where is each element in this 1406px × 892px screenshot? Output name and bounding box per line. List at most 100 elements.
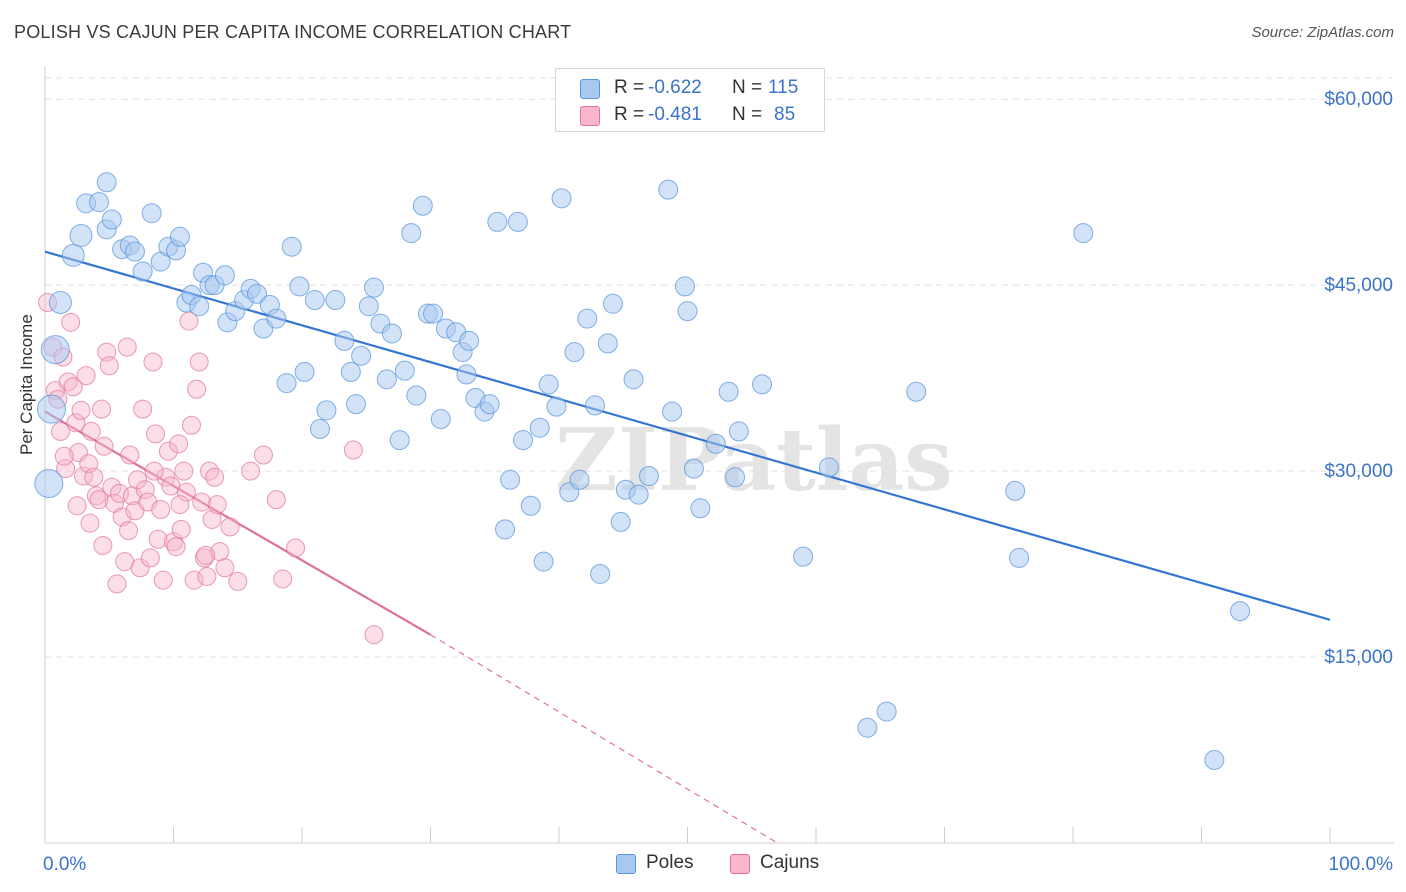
poles-point	[529, 417, 550, 438]
cajuns-point	[164, 532, 183, 552]
cajuns-point	[67, 496, 87, 516]
poles-point	[34, 468, 64, 498]
axes	[44, 66, 1394, 844]
grid-lines	[45, 77, 1394, 658]
cajuns-point	[181, 415, 201, 435]
poles-point	[623, 369, 644, 390]
poles-point	[247, 283, 268, 304]
trend-lines	[44, 250, 1331, 844]
poles-point	[40, 335, 70, 365]
poles-point	[569, 469, 590, 490]
poles-point	[363, 277, 384, 298]
poles-point	[674, 276, 695, 297]
poles-point	[487, 211, 508, 232]
poles-point	[412, 195, 433, 216]
legend-n-value: 115	[768, 77, 799, 98]
poles-point	[628, 484, 649, 505]
cajuns-point	[81, 421, 101, 441]
poles-trend-line	[44, 250, 1331, 621]
poles-point	[602, 293, 623, 314]
poles-point	[538, 374, 559, 395]
cajuns-point	[71, 400, 91, 420]
cajuns-point	[144, 461, 164, 481]
legend-n-label: N =	[732, 77, 763, 98]
bottom-legend-swatch-cajuns	[730, 854, 750, 874]
chart-title: POLISH VS CAJUN PER CAPITA INCOME CORREL…	[14, 22, 572, 42]
cajuns-point	[215, 558, 235, 578]
cajuns-trend-extension	[430, 634, 778, 844]
poles-point	[325, 290, 346, 311]
cajuns-point	[184, 570, 204, 590]
cajuns-point	[170, 495, 190, 515]
cajuns-point	[266, 490, 286, 510]
cajuns-point	[192, 492, 212, 512]
poles-point	[389, 430, 410, 451]
cajuns-point	[253, 445, 273, 465]
cajuns-point	[92, 399, 112, 419]
poles-point	[406, 385, 427, 406]
poles-point	[551, 188, 572, 209]
poles-point	[266, 308, 287, 329]
y-tick-label: $60,000	[1324, 89, 1393, 110]
cajuns-point	[273, 569, 293, 589]
watermark-text: ZIPatlas	[555, 410, 953, 511]
cajuns-point	[102, 477, 122, 497]
cajuns-point	[197, 566, 217, 586]
cajuns-point	[50, 421, 70, 441]
cajuns-point	[54, 446, 74, 466]
cajuns-point	[135, 480, 155, 500]
cajuns-point	[286, 538, 306, 558]
poles-point	[430, 409, 451, 430]
cajuns-point	[128, 470, 148, 490]
x-tick-label: 0.0%	[43, 854, 86, 875]
poles-point	[718, 381, 739, 402]
poles-point	[358, 296, 379, 317]
poles-point	[662, 401, 683, 422]
cajuns-point	[153, 570, 173, 590]
poles-point	[597, 333, 618, 354]
cajuns-point	[107, 574, 127, 594]
y-tick-label: $30,000	[1324, 461, 1393, 482]
poles-point	[169, 226, 190, 247]
poles-point	[61, 243, 85, 267]
cajuns-point	[143, 352, 163, 372]
cajuns-point	[76, 366, 96, 386]
cajuns-point	[119, 521, 139, 541]
y-tick-labels: $15,000 $30,000 $45,000 $60,000	[1324, 89, 1393, 668]
poles-point	[1230, 601, 1251, 622]
cajuns-point	[56, 459, 76, 479]
legend-n-value: 85	[774, 104, 796, 125]
legend-r-label: R =	[614, 77, 645, 98]
poles-point	[638, 466, 659, 487]
poles-point	[101, 209, 122, 230]
poles-point	[705, 433, 726, 454]
watermark: ZIPatlas	[555, 410, 953, 511]
poles-point	[316, 400, 337, 421]
cajuns-point	[196, 545, 216, 565]
cajuns-point	[130, 558, 150, 578]
poles-point	[857, 717, 878, 738]
poles-point	[728, 421, 749, 442]
poles-point	[546, 396, 567, 417]
cajuns-point	[158, 441, 178, 461]
poles-point	[189, 296, 210, 317]
poles-point	[906, 381, 927, 402]
poles-point	[479, 394, 500, 415]
cajuns-point	[80, 513, 100, 533]
y-tick-label: $15,000	[1324, 647, 1393, 668]
legend-row-poles: R = -0.622 N = 115	[556, 75, 824, 101]
poles-point	[876, 701, 897, 722]
poles-point	[513, 430, 534, 451]
legend-row-cajuns: R = -0.481 N = 85	[556, 102, 824, 128]
correlation-legend: R = -0.622 N = 115 R = -0.481 N = 85	[555, 68, 825, 132]
cajuns-point	[169, 434, 189, 454]
source-label: Source: ZipAtlas.com	[1251, 24, 1394, 41]
cajuns-point	[146, 424, 166, 444]
poles-point	[309, 418, 330, 439]
cajuns-point	[364, 625, 384, 645]
poles-point	[281, 236, 302, 257]
poles-point	[124, 241, 145, 262]
cajuns-point	[148, 529, 168, 549]
cajuns-point	[61, 312, 81, 332]
